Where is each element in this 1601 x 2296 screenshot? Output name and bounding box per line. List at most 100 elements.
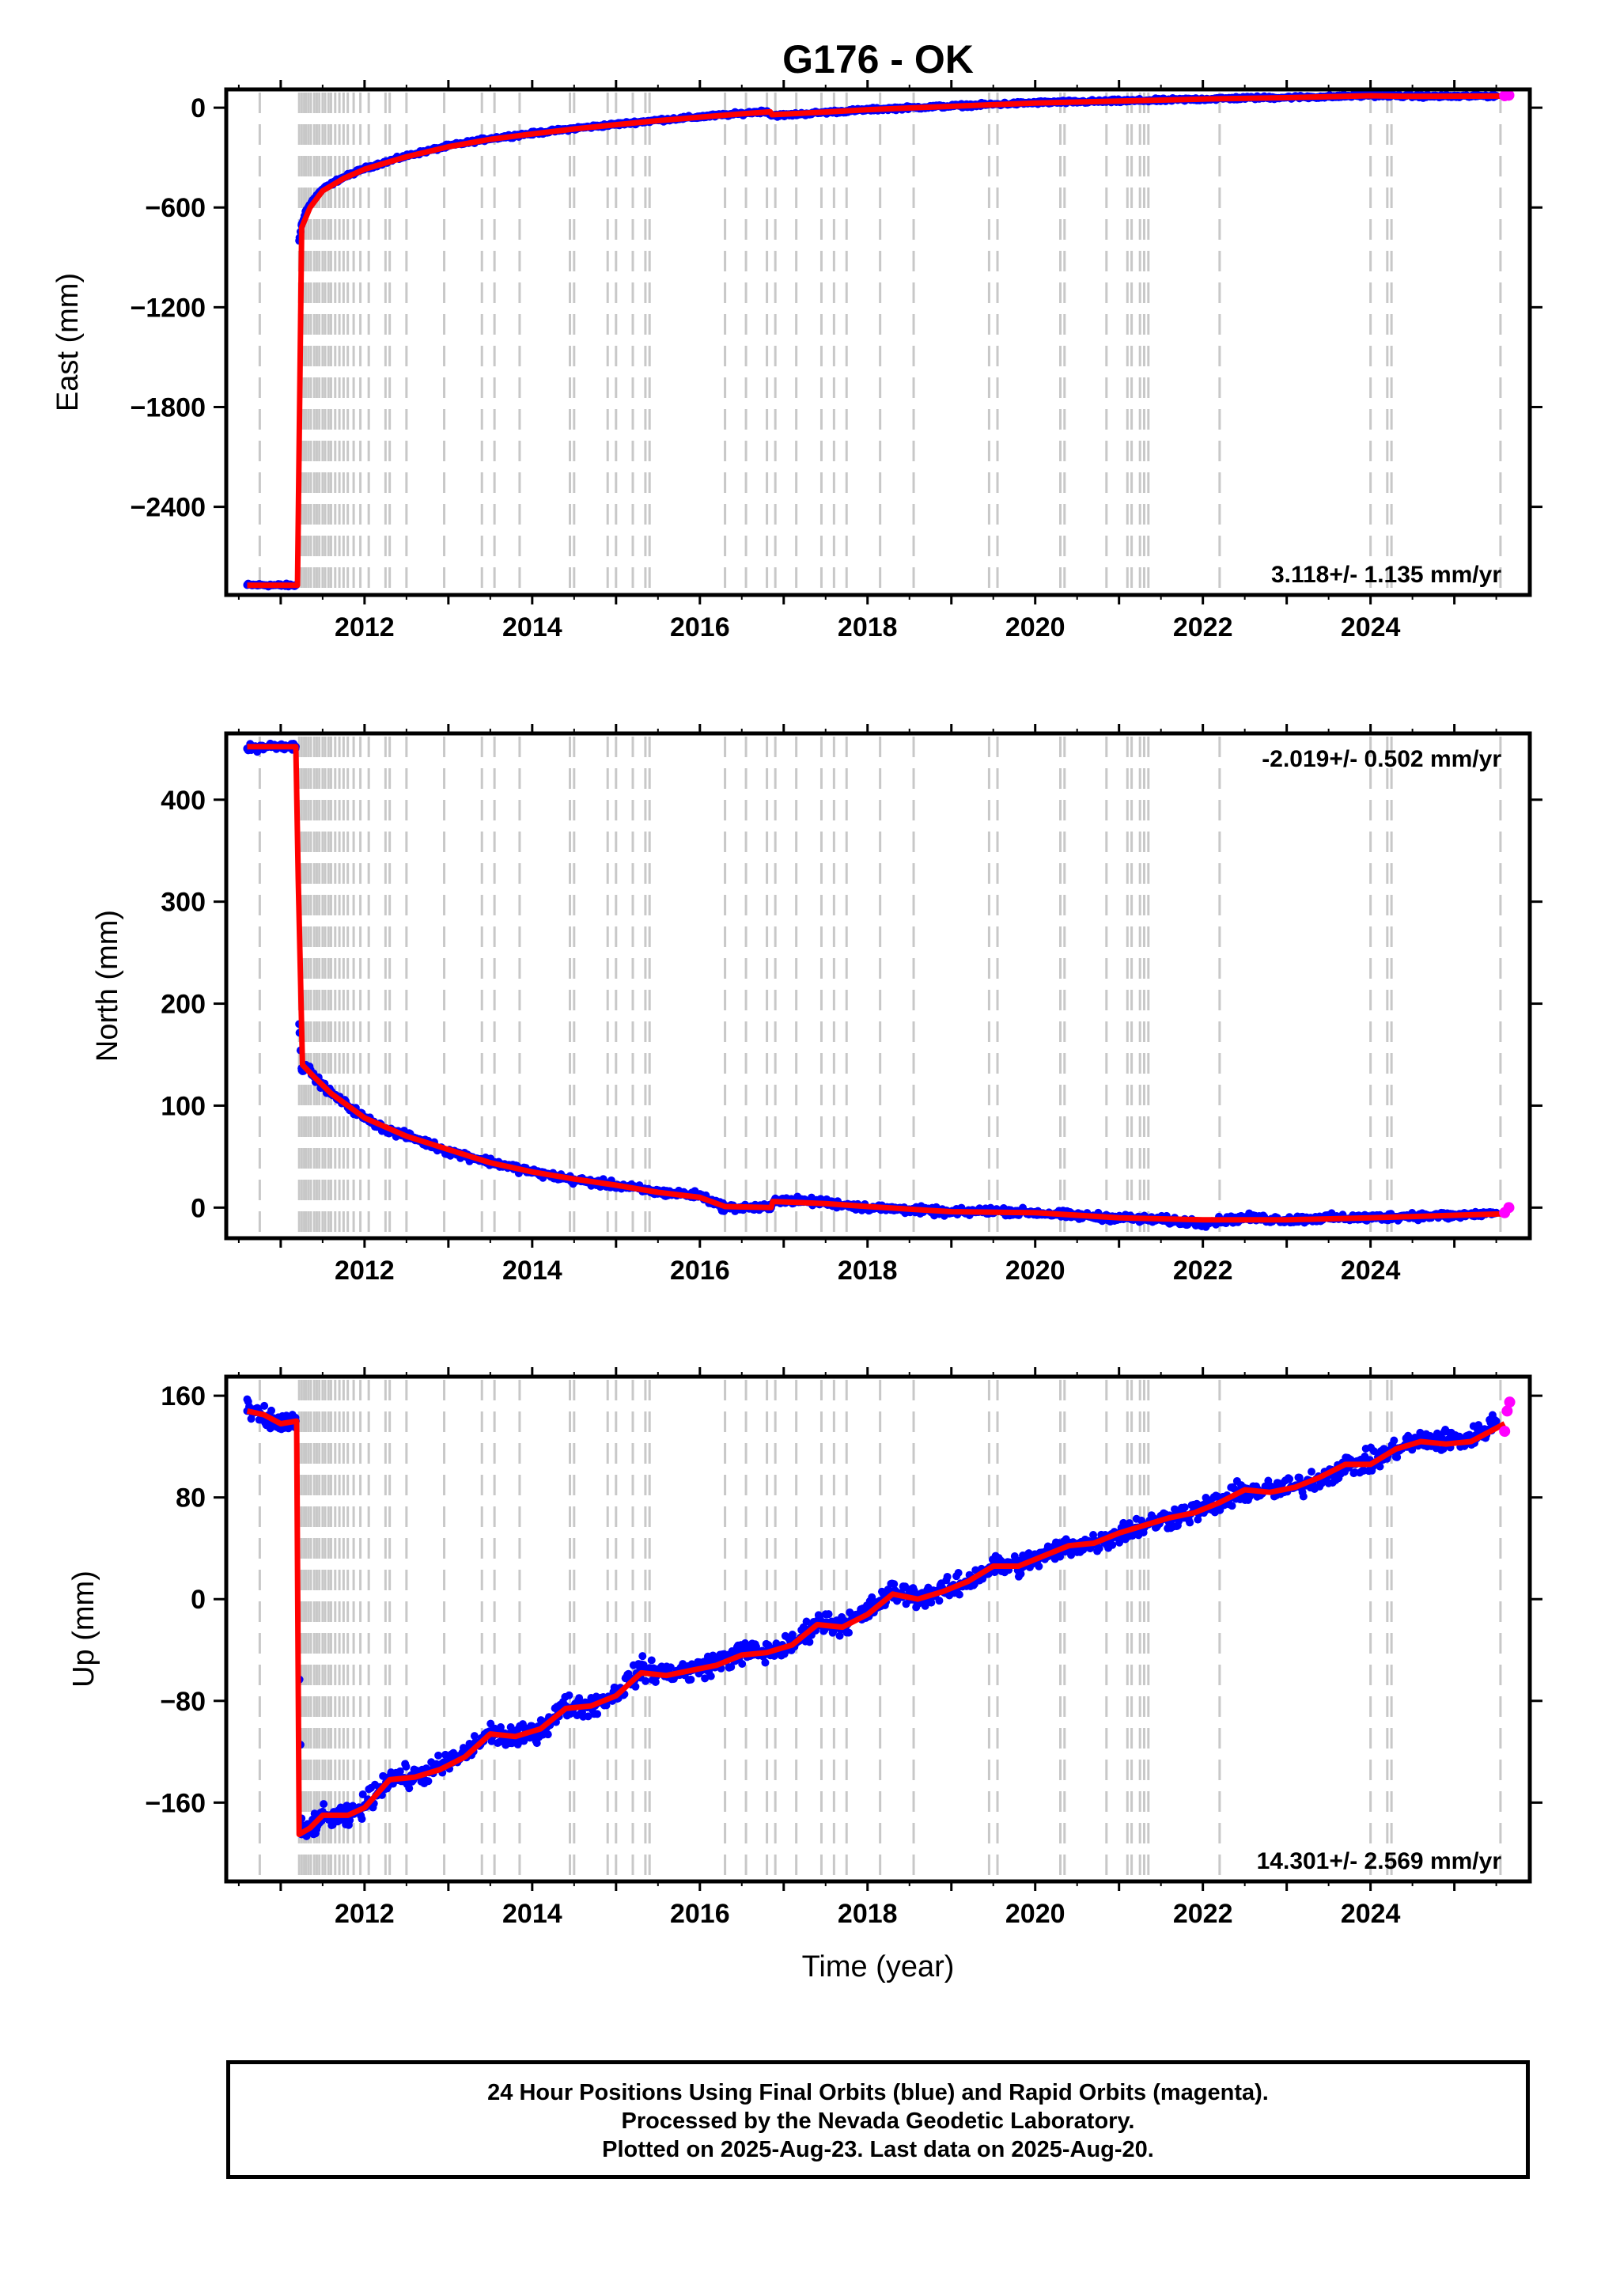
model-line [246, 1408, 1506, 1837]
x-tick-label: 2016 [670, 1256, 730, 1286]
rapid-point [1504, 1396, 1516, 1408]
data-point [706, 1672, 715, 1680]
data-point [701, 1674, 710, 1683]
x-axis-label: Time (year) [802, 1950, 955, 1983]
x-tick-label: 2022 [1173, 1256, 1233, 1286]
data-point [1299, 1492, 1308, 1501]
data-point [584, 1712, 592, 1721]
data-point [1095, 1544, 1103, 1553]
y-axis-label: East (mm) [51, 273, 85, 411]
data-point [955, 1590, 963, 1599]
data-point [496, 1723, 505, 1732]
x-tick-label: 2012 [335, 612, 395, 642]
x-tick-label: 2018 [838, 1256, 898, 1286]
data-point [971, 1566, 980, 1574]
y-axis-label: North (mm) [91, 910, 124, 1062]
data-point [868, 1593, 876, 1601]
x-tick-label: 2024 [1341, 612, 1401, 642]
data-point [1285, 1475, 1294, 1483]
y-tick-label: 100 [161, 1091, 206, 1121]
data-point [845, 1628, 853, 1637]
data-point [358, 1815, 366, 1824]
x-tick-label: 2014 [502, 612, 562, 642]
data-point [638, 1652, 647, 1661]
x-tick-label: 2020 [1005, 612, 1065, 642]
caption-line-1: 24 Hour Positions Using Final Orbits (bl… [487, 2080, 1269, 2105]
data-point [593, 1710, 602, 1718]
data-point [954, 1569, 963, 1578]
plot-frame [224, 87, 1532, 597]
data-point [1295, 1473, 1304, 1482]
data-point [358, 1790, 367, 1799]
data-point [1119, 1518, 1128, 1527]
data-point [901, 1582, 910, 1591]
data-point [802, 1617, 811, 1626]
x-tick-label: 2016 [670, 612, 730, 642]
data-point [1492, 1417, 1501, 1426]
data-point [647, 1656, 656, 1665]
data-point [935, 1597, 944, 1605]
data-point [1264, 1476, 1273, 1485]
data-point [543, 1730, 552, 1739]
data-point [805, 1638, 814, 1646]
panel-east: 2012 2014 2016 2018 2020 2022 2024 0 −600 −1200 −1… [51, 80, 1542, 642]
y-tick-label: 160 [161, 1381, 206, 1411]
panel-north: 2012 2014 2016 2018 2020 2022 2024 0 100 200 300 40… [91, 724, 1542, 1286]
data-point [642, 1677, 650, 1685]
x-tick-label: 2022 [1173, 1899, 1233, 1929]
data-point [1393, 1453, 1402, 1461]
rapid-point [1499, 1426, 1511, 1438]
data-point [1376, 1462, 1384, 1471]
y-tick-label: 300 [161, 888, 206, 918]
data-point [575, 1694, 584, 1703]
data-point [687, 1675, 695, 1684]
y-tick-label: 400 [161, 786, 206, 816]
y-tick-label: −80 [160, 1687, 206, 1717]
x-tick-label: 2022 [1173, 612, 1233, 642]
data-point [890, 1580, 899, 1589]
data-point [1186, 1518, 1194, 1527]
x-tick-label: 2018 [838, 1899, 898, 1929]
x-tick-label: 2020 [1005, 1256, 1065, 1286]
data-point [738, 1660, 747, 1669]
x-tick-label: 2016 [670, 1899, 730, 1929]
data-point [320, 1800, 328, 1809]
rapid-point [1501, 1405, 1513, 1417]
y-tick-label: 0 [191, 1193, 206, 1223]
data-point [1408, 1445, 1417, 1454]
x-tick-label: 2012 [335, 1256, 395, 1286]
data-point [1035, 1562, 1043, 1570]
x-tick-label: 2020 [1005, 1899, 1065, 1929]
data-point [921, 1601, 929, 1610]
data-point [835, 1631, 844, 1640]
model-line [247, 744, 1505, 1223]
chart-title: G176 - OK [782, 37, 974, 81]
data-point [943, 1572, 952, 1581]
data-point [727, 1662, 736, 1671]
data-point [1180, 1503, 1189, 1512]
x-tick-label: 2024 [1341, 1899, 1401, 1929]
rate-label: -2.019+/- 0.502 mm/yr [1262, 746, 1501, 772]
data-point [1390, 1436, 1399, 1445]
rate-label: 3.118+/- 1.135 mm/yr [1271, 562, 1501, 588]
caption-line-2: Processed by the Nevada Geodetic Laborat… [621, 2108, 1135, 2134]
data-point [565, 1691, 573, 1699]
data-point [927, 1598, 936, 1607]
data-point [379, 1771, 388, 1780]
data-point [532, 1739, 541, 1748]
y-tick-label: 0 [191, 1585, 206, 1615]
data-point [1228, 1502, 1236, 1510]
panel-up: 2012 2014 2016 2018 2020 2022 2024 160 80 0 −80 −16… [67, 1367, 1542, 1983]
x-tick-label: 2014 [502, 1256, 562, 1286]
rate-label: 14.301+/- 2.569 mm/yr [1257, 1848, 1502, 1874]
x-tick-label: 2024 [1341, 1256, 1401, 1286]
data-point [405, 1784, 414, 1793]
data-point [396, 1767, 404, 1775]
data-point [470, 1732, 479, 1741]
x-tick-label: 2014 [502, 1899, 562, 1929]
data-point [761, 1658, 770, 1667]
data-point [1016, 1570, 1025, 1578]
data-point [651, 1677, 660, 1686]
data-point [424, 1777, 433, 1786]
